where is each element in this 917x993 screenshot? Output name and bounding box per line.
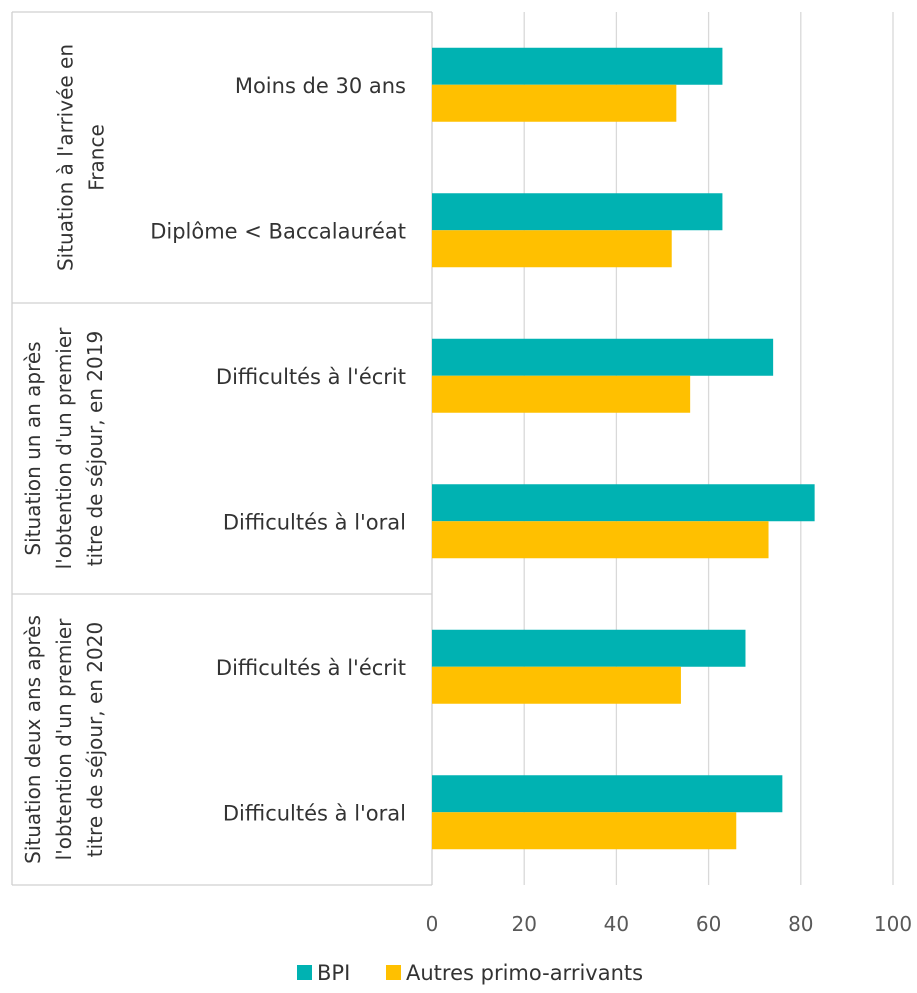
group-label-line: titre de séjour, en 2020 [83,622,107,857]
group-label-line: l'obtention d'un premier [52,618,76,861]
legend-label-autres-primo-arrivants: Autres primo-arrivants [406,961,643,985]
bar-autres-primo-arrivants [432,812,737,850]
bar-bpi [432,338,774,376]
bars [432,47,815,850]
bar-bpi [432,775,783,813]
group-label-line: Situation deux ans après [21,615,45,864]
x-tick-label: 100 [874,912,912,936]
x-tick-label: 80 [788,912,813,936]
legend: BPI Autres primo-arrivants [297,961,643,985]
bar-bpi [432,484,815,522]
bar-autres-primo-arrivants [432,375,691,413]
x-tick-label: 20 [511,912,536,936]
legend-label-bpi: BPI [317,961,350,985]
category-label: Difficultés à l'écrit [216,365,406,389]
category-label: Difficultés à l'oral [223,801,406,825]
category-label: Difficultés à l'oral [223,510,406,534]
group-label-line: Situation à l'arrivée en [54,44,78,271]
group-label-line: titre de séjour, en 2019 [83,331,107,566]
bar-autres-primo-arrivants [432,521,769,559]
bar-bpi [432,193,723,231]
x-tick-label: 40 [604,912,629,936]
legend-swatch-bpi [297,965,312,980]
gridlines [523,12,894,885]
x-tick-label: 0 [426,912,439,936]
category-label: Diplôme < Baccalauréat [150,219,406,243]
bar-bpi [432,629,746,667]
bar-autres-primo-arrivants [432,230,672,268]
group-label: Situation un an après l'obtention d'un pr… [21,327,107,570]
group-label: Situation à l'arrivée en France [54,44,109,271]
bar-autres-primo-arrivants [432,666,681,704]
x-axis-ticks: 0 20 40 60 80 100 [426,912,912,936]
group-label-line: Situation un an après [21,341,45,555]
category-labels: Moins de 30 ans Diplôme < Baccalauréat Dif… [150,74,406,826]
group-label-line: l'obtention d'un premier [52,327,76,570]
bar-bpi [432,47,723,85]
bar-autres-primo-arrivants [432,84,677,122]
legend-swatch-autres-primo-arrivants [386,965,401,980]
group-dividers [11,11,433,886]
category-label: Difficultés à l'écrit [216,656,406,680]
group-label: Situation deux ans après l'obtention d'un… [21,615,107,864]
group-labels: Situation à l'arrivée en FranceSituation … [21,44,109,864]
group-label-line: France [85,124,109,191]
category-label: Moins de 30 ans [235,74,406,98]
x-tick-label: 60 [696,912,721,936]
